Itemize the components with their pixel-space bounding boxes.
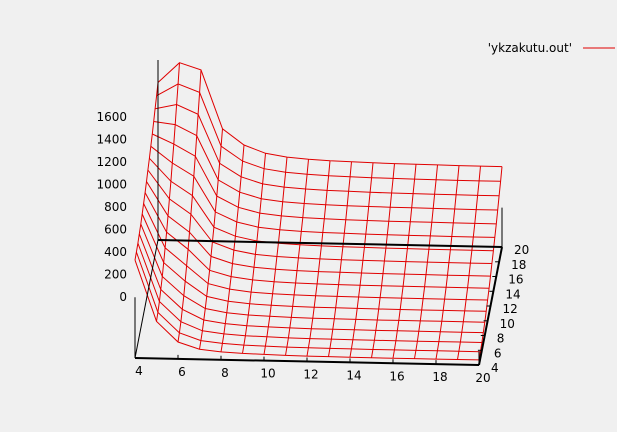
surface-column-line — [457, 166, 481, 360]
legend[interactable]: 'ykzakutu.out' — [488, 41, 615, 55]
axes — [134, 60, 503, 366]
x-tick-label: 4 — [135, 364, 143, 378]
y-tick-label: 4 — [491, 361, 499, 375]
x-tick-label: 10 — [260, 367, 275, 381]
y-tick-label: 18 — [511, 258, 526, 272]
y-tick-label: 20 — [514, 243, 529, 257]
x-tick-label: 14 — [346, 368, 361, 382]
floor-back-edge — [157, 239, 503, 248]
surface-column-line — [220, 144, 245, 352]
surface-column-line — [392, 164, 417, 359]
surface-row-line — [157, 62, 503, 168]
z-tick-label: 0 — [119, 290, 127, 304]
z-tick-label: 1000 — [96, 178, 127, 192]
z-tick-label: 1200 — [96, 155, 127, 169]
y-tick-label: 6 — [494, 346, 502, 360]
y-tick-label: 10 — [500, 317, 515, 331]
z-tick-label: 200 — [104, 268, 127, 282]
surface-column-line — [435, 165, 460, 360]
z-tick-label: 800 — [104, 200, 127, 214]
surface-column-line — [156, 62, 180, 322]
surface-column-line — [349, 162, 374, 358]
z-tick-label: 400 — [104, 245, 127, 259]
surface-column-line — [199, 128, 223, 350]
surface-column-line — [285, 159, 309, 356]
z-tick-label: 1600 — [96, 110, 127, 124]
surface-row-line — [153, 121, 498, 211]
x-tick-label: 6 — [178, 365, 186, 379]
floor-left-edge — [134, 239, 159, 359]
z-tick-label: 1400 — [96, 133, 127, 147]
x-tick-label: 8 — [221, 366, 229, 380]
y-tick-label: 14 — [505, 287, 520, 301]
x-tick-label: 12 — [303, 368, 318, 382]
surface-column-line — [134, 82, 159, 261]
y-tick-label: 8 — [497, 332, 505, 346]
x-tick-label: 20 — [475, 371, 490, 385]
z-tick-label: 600 — [104, 223, 127, 237]
x-tick-label: 18 — [432, 370, 447, 384]
surface-row-line — [152, 133, 497, 225]
surface-row-line — [155, 103, 500, 197]
surface-column-line — [371, 163, 395, 358]
surface-column-line — [242, 153, 266, 354]
surface-column-line — [177, 69, 202, 343]
surface-column-line — [328, 161, 352, 357]
surface-column-line — [306, 160, 331, 357]
legend-entry-label: 'ykzakutu.out' — [488, 41, 572, 55]
y-tick-label: 12 — [503, 302, 518, 316]
surface-row-line — [156, 83, 501, 182]
y-tick-label: 16 — [508, 273, 523, 287]
surface-column-line — [263, 157, 288, 355]
x-tick-label: 16 — [389, 369, 404, 383]
surface-mesh — [134, 62, 503, 361]
surface-column-line — [414, 164, 438, 359]
